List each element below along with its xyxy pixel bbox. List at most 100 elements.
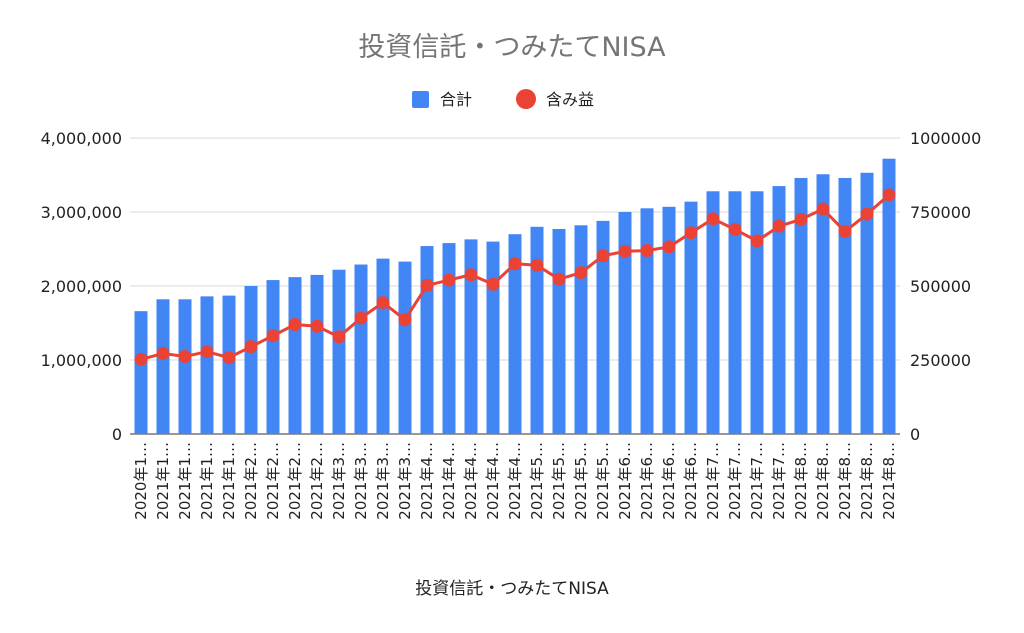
gain-point: [508, 257, 522, 271]
x-tick-label: 2021年3…: [396, 442, 414, 520]
bar: [882, 158, 896, 434]
bar: [486, 241, 500, 434]
x-tick-label: 2021年7…: [748, 442, 766, 520]
gain-point: [464, 268, 478, 282]
x-tick-label: 2021年1…: [176, 442, 194, 520]
x-tick-label: 2021年5…: [528, 442, 546, 520]
y-tick-left: 4,000,000: [41, 129, 122, 148]
gain-point: [728, 222, 742, 236]
gain-point: [310, 319, 324, 333]
x-tick-label: 2021年6…: [660, 442, 678, 520]
gain-point: [244, 340, 258, 354]
gain-point: [596, 249, 610, 263]
bar: [244, 286, 258, 434]
bar: [464, 239, 478, 434]
x-tick-label: 2021年4…: [440, 442, 458, 520]
gain-point: [640, 243, 654, 257]
x-tick-label: 2021年7…: [770, 442, 788, 520]
y-tick-right: 750000: [910, 203, 971, 222]
x-tick-label: 2021年3…: [330, 442, 348, 520]
bar: [596, 220, 610, 434]
gain-point: [420, 278, 434, 292]
chart-title: 投資信託・つみたてNISA: [358, 32, 666, 63]
gain-point: [860, 207, 874, 221]
x-axis-title: 投資信託・つみたてNISA: [415, 579, 609, 599]
bar: [816, 174, 830, 434]
y-tick-left: 2,000,000: [41, 277, 122, 296]
gain-point: [156, 346, 170, 360]
gain-point: [750, 234, 764, 248]
x-tick-label: 2021年8…: [792, 442, 810, 520]
y-tick-right: 0: [910, 425, 920, 444]
bar: [266, 280, 280, 434]
x-tick-label: 2020年1…: [132, 442, 150, 520]
x-tick-label: 2021年6…: [616, 442, 634, 520]
x-tick-label: 2021年6…: [682, 442, 700, 520]
y-tick-right: 1000000: [910, 129, 981, 148]
gain-point: [882, 188, 896, 202]
x-tick-label: 2021年1…: [198, 442, 216, 520]
y-tick-left: 0: [112, 425, 122, 444]
gain-point: [574, 266, 588, 280]
bar: [838, 177, 852, 434]
bar: [640, 208, 654, 434]
bar: [332, 269, 346, 434]
gain-point: [486, 277, 500, 291]
gain-point: [134, 352, 148, 366]
gain-point: [684, 226, 698, 240]
gain-point: [816, 202, 830, 216]
y-tick-left: 3,000,000: [41, 203, 122, 222]
x-tick-label: 2021年2…: [308, 442, 326, 520]
y-axis-left: 0 1,000,000 2,000,000 3,000,000 4,000,000: [41, 129, 122, 444]
x-tick-label: 2021年8…: [858, 442, 876, 520]
bar: [156, 299, 170, 434]
bar: [442, 243, 456, 434]
bar: [684, 201, 698, 434]
legend-label-total[interactable]: 合計: [440, 90, 472, 109]
gain-point: [398, 313, 412, 327]
x-tick-label: 2021年3…: [352, 442, 370, 520]
x-tick-label: 2021年2…: [286, 442, 304, 520]
bar: [772, 186, 786, 434]
gain-point: [552, 272, 566, 286]
y-tick-right: 250000: [910, 351, 971, 370]
gain-point: [618, 244, 632, 258]
bar: [618, 212, 632, 434]
legend-swatch-total: [412, 91, 429, 108]
x-tick-label: 2021年8…: [814, 442, 832, 520]
x-tick-label: 2021年5…: [550, 442, 568, 520]
gain-point: [442, 273, 456, 287]
legend-swatch-gain: [516, 89, 536, 109]
gain-point: [178, 349, 192, 363]
y-tick-right: 500000: [910, 277, 971, 296]
bar: [310, 274, 324, 434]
x-tick-label: 2021年4…: [484, 442, 502, 520]
gain-point: [332, 330, 346, 344]
bar: [178, 299, 192, 434]
bar: [706, 191, 720, 434]
bar: [354, 264, 368, 434]
bar: [794, 177, 808, 434]
x-tick-label: 2021年5…: [572, 442, 590, 520]
bar: [420, 246, 434, 434]
x-tick-label: 2021年6…: [638, 442, 656, 520]
x-tick-label: 2021年4…: [462, 442, 480, 520]
x-tick-label: 2021年2…: [242, 442, 260, 520]
legend-label-gain[interactable]: 含み益: [546, 90, 594, 109]
bar: [552, 229, 566, 434]
x-tick-label: 2021年5…: [594, 442, 612, 520]
bars: [134, 158, 896, 434]
bar: [134, 311, 148, 434]
gain-point: [662, 240, 676, 254]
x-tick-label: 2021年7…: [704, 442, 722, 520]
x-tick-label: 2021年4…: [418, 442, 436, 520]
x-tick-label: 2021年1…: [154, 442, 172, 520]
bar: [662, 206, 676, 434]
x-tick-label: 2021年3…: [374, 442, 392, 520]
x-tick-label: 2021年7…: [726, 442, 744, 520]
x-tick-label: 2021年1…: [220, 442, 238, 520]
bar: [288, 277, 302, 434]
x-tick-label: 2021年8…: [836, 442, 854, 520]
gain-point: [794, 212, 808, 226]
